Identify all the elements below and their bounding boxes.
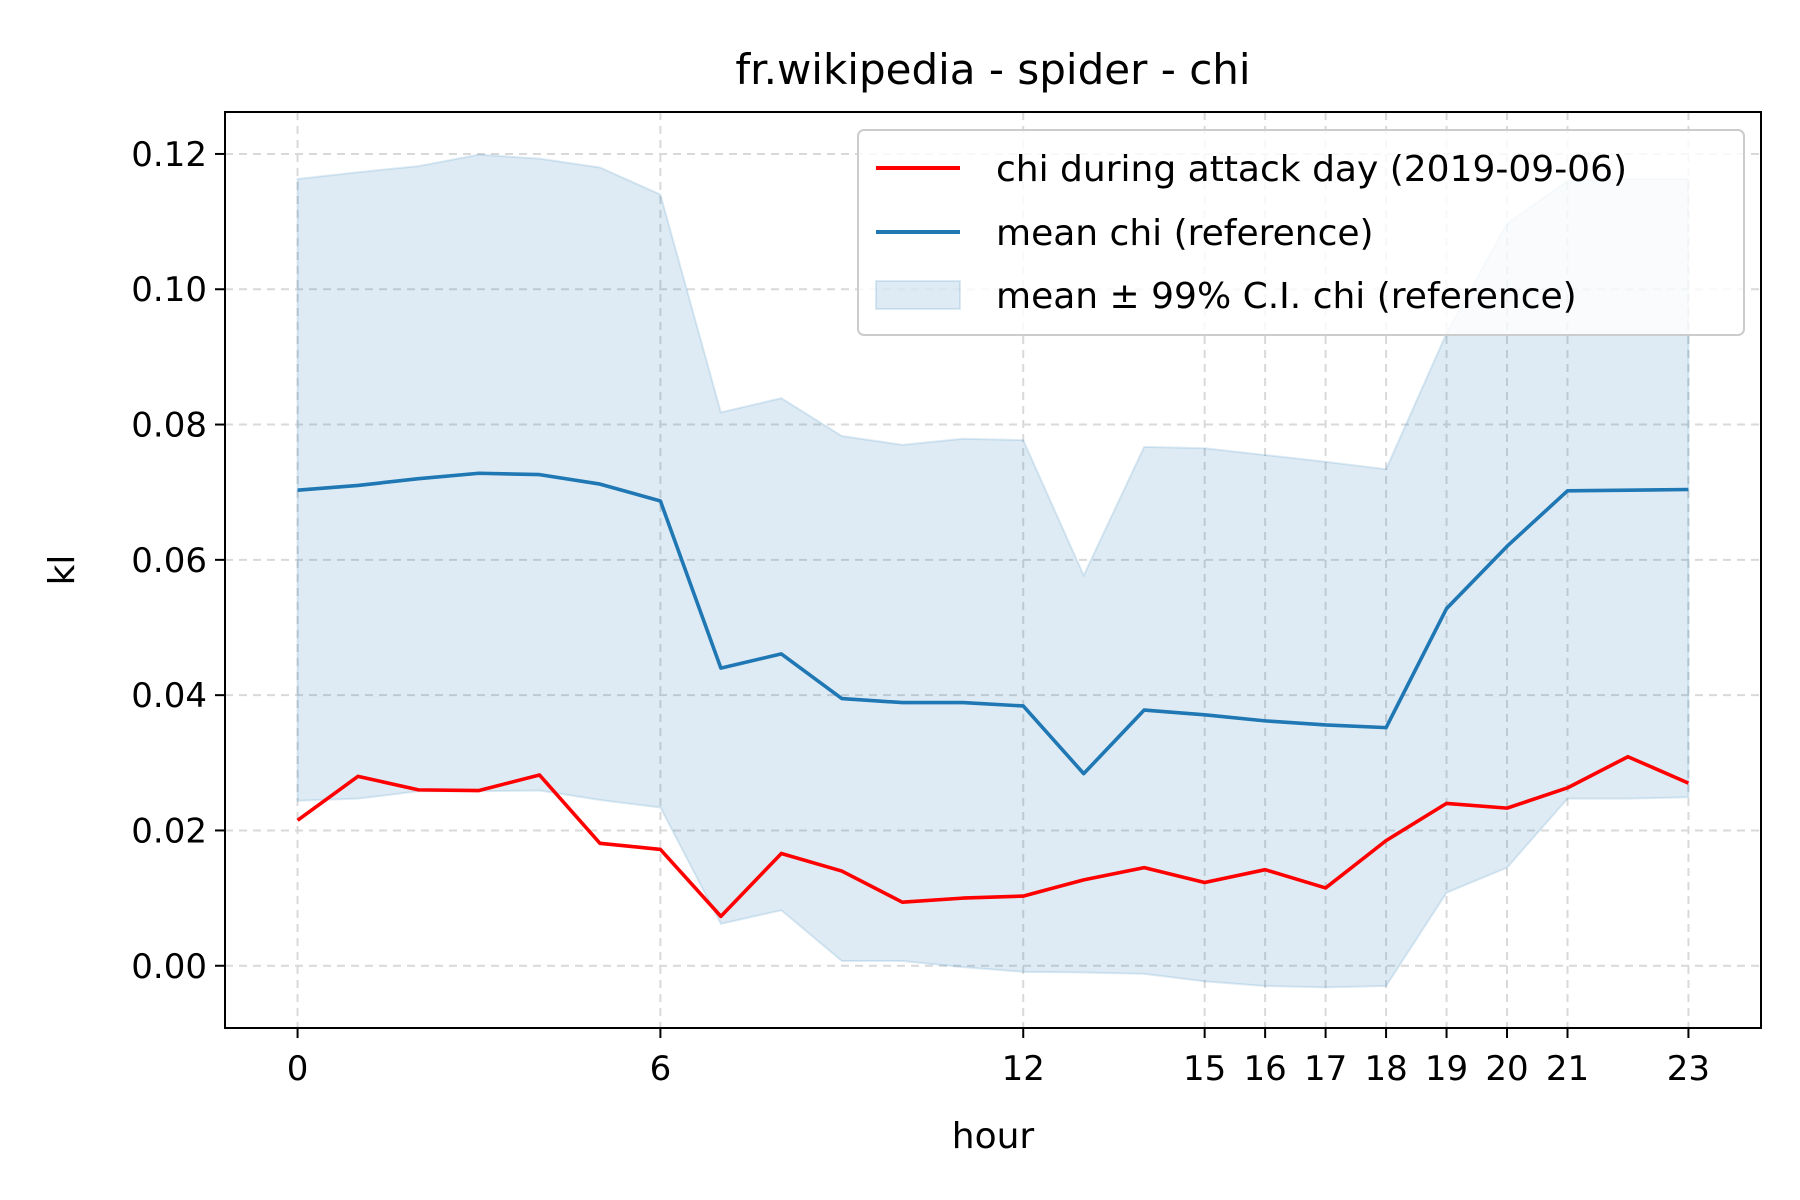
attack-day-chi-line: [296, 754, 1690, 919]
legend-item-ci-band: mean ± 99% C.I. chi (reference): [996, 276, 1577, 317]
y-tick-label: 0.10: [131, 270, 207, 310]
y-tick-label: 0.12: [131, 135, 207, 175]
x-axis: 0 6 12 15 16 17 18 19 20 21 23: [287, 1028, 1710, 1089]
x-tick-label: 19: [1425, 1049, 1468, 1089]
y-tick-label: 0.00: [131, 947, 207, 987]
legend-item-attack-day: chi during attack day (2019-09-06): [996, 149, 1627, 190]
mean-chi-line: [297, 471, 1689, 776]
grid: [225, 112, 1761, 1028]
y-axis: 0.00 0.02 0.04 0.06 0.08 0.10 0.12: [131, 135, 225, 987]
x-tick-label: 20: [1485, 1049, 1528, 1089]
x-tick-label: 6: [650, 1049, 672, 1089]
x-tick-label: 16: [1243, 1049, 1286, 1089]
plot-frame: [224, 111, 1762, 1029]
y-tick-label: 0.08: [131, 406, 207, 446]
chart-title: fr.wikipedia - spider - chi: [735, 45, 1250, 94]
ci-band-area: [296, 153, 1690, 989]
x-tick-label: 12: [1002, 1049, 1045, 1089]
series-lines: [296, 471, 1690, 919]
y-axis-label: kl: [42, 555, 83, 586]
y-tick-label: 0.02: [131, 811, 207, 851]
legend-item-mean: mean chi (reference): [996, 213, 1374, 254]
x-tick-label: 21: [1546, 1049, 1589, 1089]
x-tick-label: 23: [1667, 1049, 1710, 1089]
y-tick-label: 0.06: [131, 541, 207, 581]
confidence-band: [296, 153, 1690, 989]
x-axis-label: hour: [952, 1116, 1035, 1157]
legend: chi during attack day (2019-09-06) mean c…: [857, 129, 1745, 336]
legend-box: [857, 129, 1745, 336]
x-tick-label: 15: [1183, 1049, 1226, 1089]
legend-swatch: [875, 280, 961, 310]
x-tick-label: 17: [1304, 1049, 1347, 1089]
y-tick-label: 0.04: [131, 676, 207, 716]
x-tick-label: 0: [287, 1049, 309, 1089]
x-tick-label: 18: [1364, 1049, 1407, 1089]
